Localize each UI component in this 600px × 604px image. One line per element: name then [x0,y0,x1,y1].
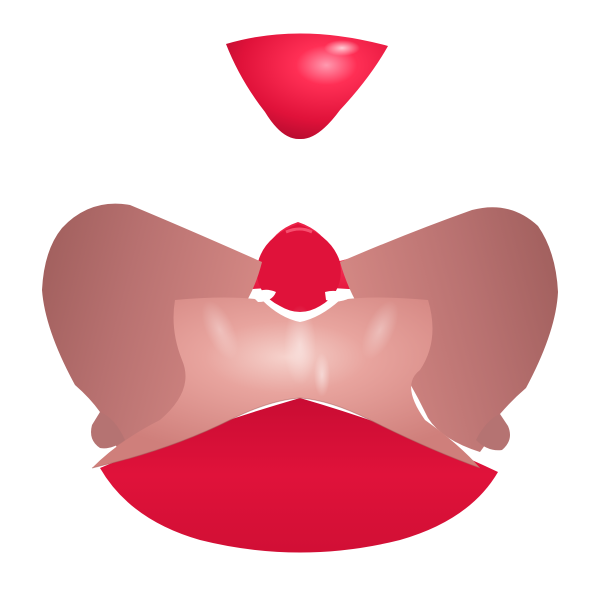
edge-lines [91,397,481,469]
center-saddle [92,297,480,468]
center-holes [252,289,350,302]
upper-cone [226,33,388,140]
bottom-bowl [100,398,498,553]
left-wing [42,203,262,452]
right-wing [340,207,558,452]
